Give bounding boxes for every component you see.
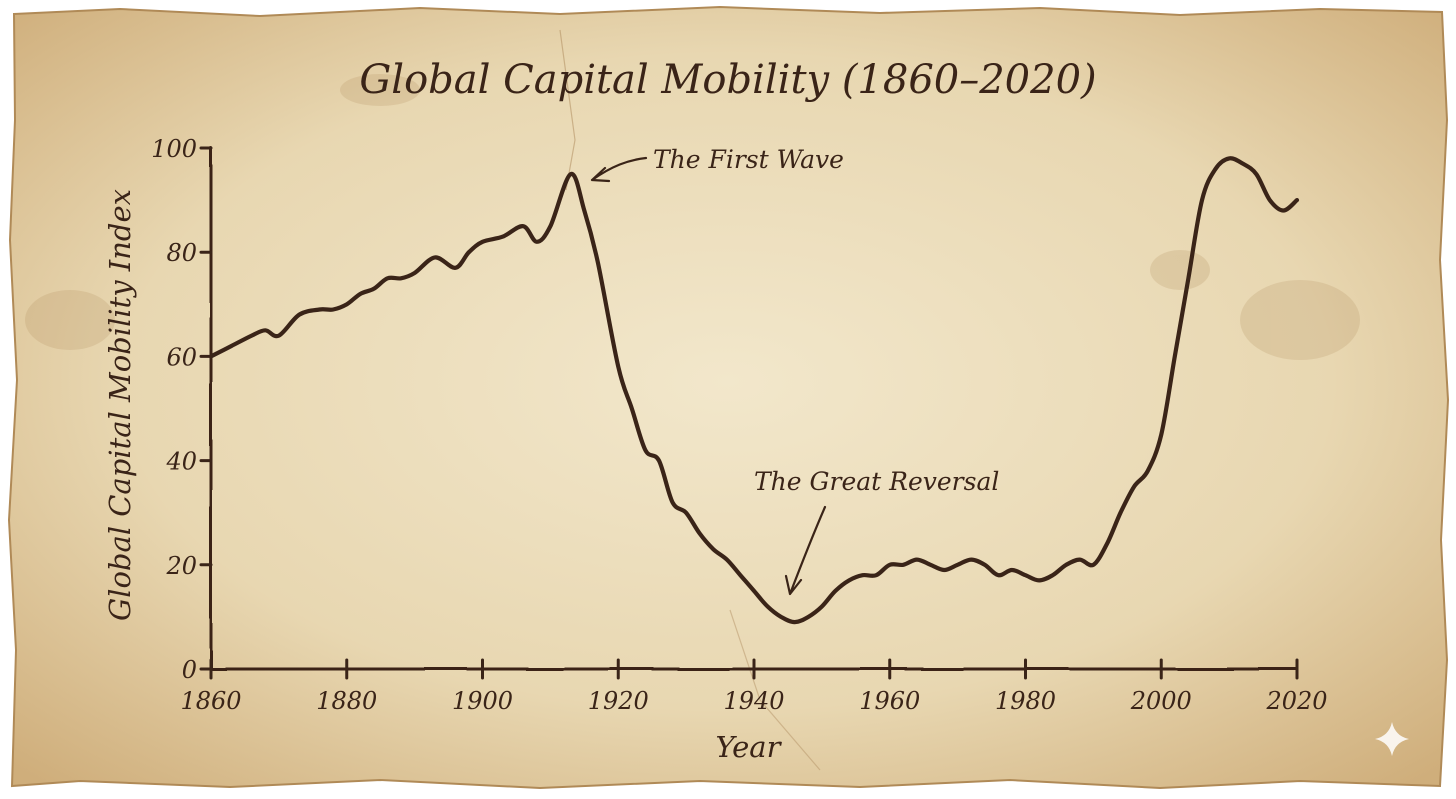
y-tick-label: 60: [166, 343, 197, 371]
stain-mark: [1240, 280, 1360, 360]
y-tick-label: 80: [166, 239, 197, 267]
x-tick-label: 1960: [859, 687, 920, 715]
y-tick-label: 0: [182, 656, 197, 684]
x-tick-label: 1920: [588, 687, 649, 715]
y-tick-label: 20: [165, 552, 197, 580]
annotation-first-wave: The First Wave: [590, 145, 844, 183]
chart-title: Global Capital Mobility (1860–2020): [359, 57, 1096, 103]
stain-mark: [340, 74, 420, 106]
y-tick-label: 40: [165, 448, 197, 476]
first-wave-arrow: [590, 156, 648, 183]
y-axis-title: Global Capital Mobility Index: [103, 189, 137, 621]
stain-mark: [25, 290, 115, 350]
x-tick-label: 1860: [180, 687, 241, 715]
x-tick-label: 1940: [723, 687, 784, 715]
x-ticks: 1860 1880 1900 1920 1940 1960 1980 2000 2020: [180, 658, 1328, 715]
paper-background: [7, 5, 1450, 790]
paper-stains: [25, 74, 1360, 360]
x-tick-label: 2000: [1130, 687, 1192, 715]
y-tick-label: 100: [151, 135, 197, 163]
first-wave-label: The First Wave: [653, 145, 844, 174]
series-layer: [208, 156, 1300, 625]
y-ticks: 0 20 40 60 80 100: [151, 135, 213, 684]
paper-crease: [729, 609, 821, 771]
x-tick-label: 1900: [452, 687, 513, 715]
x-tick-label: 1880: [316, 687, 377, 715]
great-reversal-arrow: [784, 505, 827, 596]
x-tick-label: 1980: [995, 687, 1056, 715]
annotation-great-reversal: The Great Reversal: [754, 467, 999, 596]
series-line: [208, 156, 1300, 625]
great-reversal-label: The Great Reversal: [754, 467, 999, 496]
x-tick-label: 2020: [1265, 687, 1327, 715]
sparkle-icon: [1375, 722, 1409, 756]
stain-mark: [1150, 250, 1210, 290]
x-axis-title: Year: [716, 730, 783, 764]
